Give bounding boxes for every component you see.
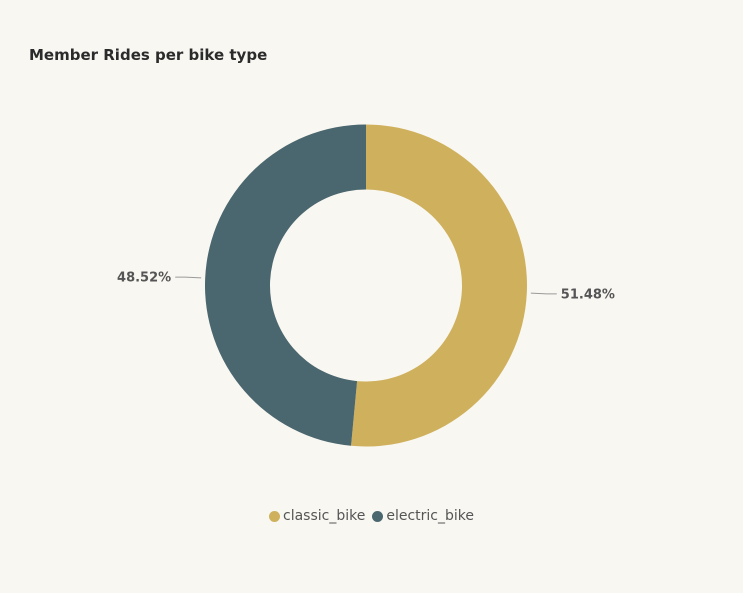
donut-slices [205,124,528,447]
slice-label-classic-bike: 51.48% [561,287,615,302]
legend-label-classic-bike: classic_bike [283,508,366,524]
slice-label-electric-bike: 48.52% [117,271,171,286]
legend-item-electric-bike[interactable]: electric_bike [372,508,474,524]
slice-classic-bike[interactable] [351,124,528,447]
legend-item-classic-bike[interactable]: classic_bike [269,508,365,524]
legend-swatch-electric-bike [372,510,384,522]
leader-line-electric-bike [175,276,202,279]
legend-swatch-classic-bike [269,510,280,522]
legend: classic_bike electric_bike [0,508,743,524]
legend-label-electric-bike: electric_bike [386,508,474,524]
slice-electric-bike[interactable] [205,124,366,446]
leader-line-classic-bike [530,292,557,295]
slice-labels: 51.48% 48.52% [117,271,615,303]
chart-title: Member Rides per bike type [29,46,268,64]
